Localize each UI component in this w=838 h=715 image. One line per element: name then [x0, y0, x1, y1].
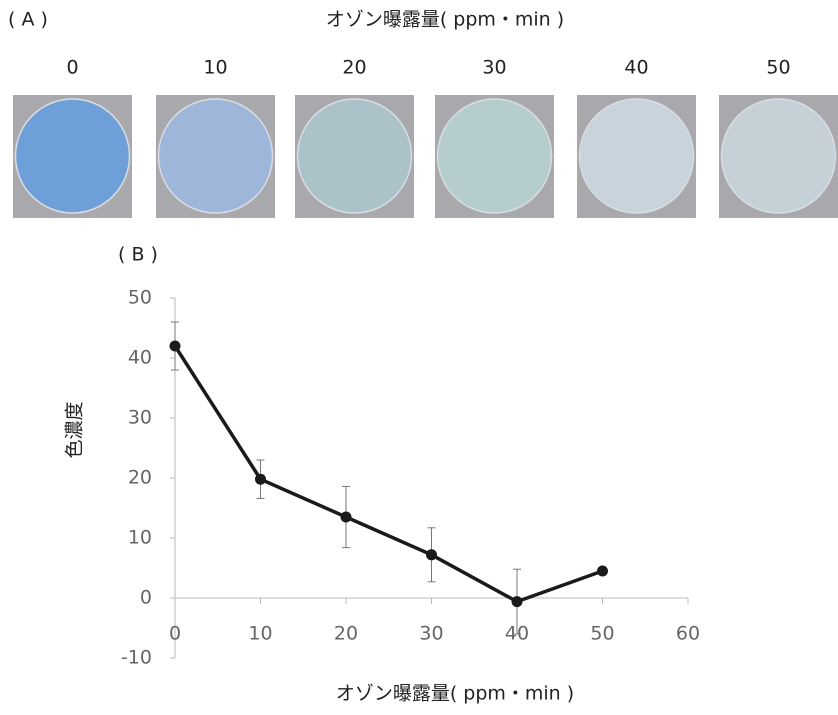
sample-disc [298, 99, 412, 213]
data-point [170, 341, 181, 352]
data-point [341, 512, 352, 523]
figure: ( A ) オゾン曝露量( ppm・min ) ( B ) オゾン曝露量( pp… [0, 0, 838, 711]
y-axis-label: 色濃度 [64, 401, 86, 458]
x-tick-label: 0 [169, 623, 181, 645]
sample-label: 20 [342, 57, 366, 79]
sample-label: 10 [203, 57, 227, 79]
sample-label: 0 [66, 57, 78, 79]
x-tick-label: 10 [248, 623, 272, 645]
y-tick-label: 0 [140, 587, 152, 609]
data-point [255, 474, 266, 485]
panel-b-label: ( B ) [118, 244, 158, 266]
data-point [426, 549, 437, 560]
x-tick-label: 60 [676, 623, 700, 645]
sample-disc [159, 99, 273, 213]
y-tick-label: 10 [128, 527, 152, 549]
y-tick-label: 50 [128, 287, 152, 309]
panel-a-title: オゾン曝露量( ppm・min ) [326, 9, 564, 31]
x-tick-label: 50 [590, 623, 614, 645]
data-line [175, 346, 603, 602]
x-axis-label: オゾン曝露量( ppm・min ) [336, 683, 574, 705]
y-tick-label: -10 [121, 647, 152, 669]
x-tick-label: 30 [419, 623, 443, 645]
sample-disc [438, 99, 552, 213]
data-point [597, 566, 608, 577]
x-tick-label: 20 [334, 623, 358, 645]
y-tick-label: 30 [128, 407, 152, 429]
data-point [512, 596, 523, 607]
sample-label: 40 [624, 57, 648, 79]
y-tick-label: 20 [128, 467, 152, 489]
sample-disc [16, 99, 130, 213]
sample-disc [722, 99, 836, 213]
sample-disc [580, 99, 694, 213]
sample-label: 50 [766, 57, 790, 79]
sample-label: 30 [482, 57, 506, 79]
page: ( A ) オゾン曝露量( ppm・min ) ( B ) オゾン曝露量( pp… [0, 0, 838, 715]
panel-a-label: ( A ) [8, 9, 48, 31]
y-tick-label: 40 [128, 347, 152, 369]
